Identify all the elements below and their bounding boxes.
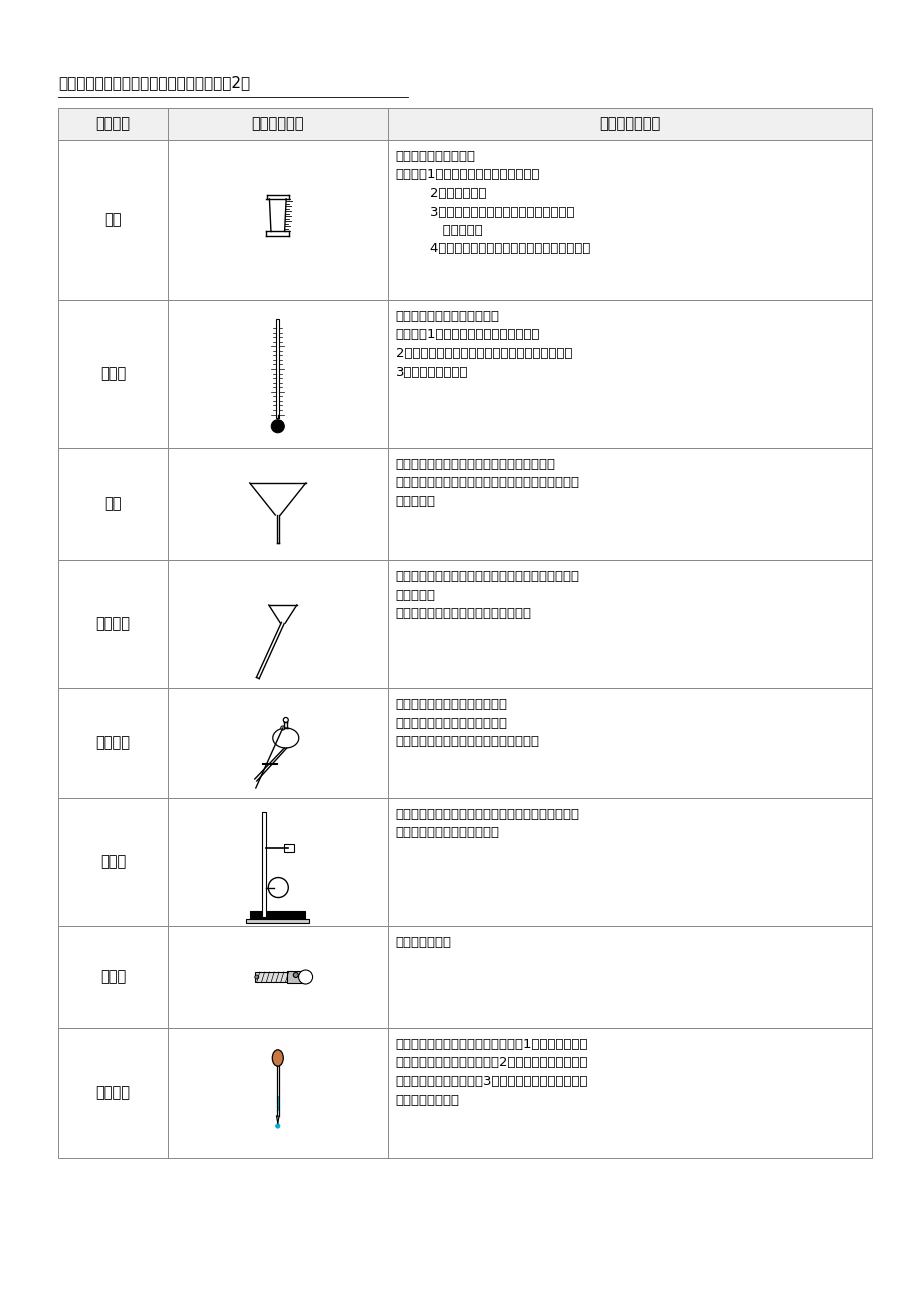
Text: 铁架台: 铁架台 xyxy=(99,854,126,870)
Bar xyxy=(58,299,871,448)
Text: 用于夹持和固定各种仪器。附有铁圈和铁夹，铁夹内
衬有绒布或橡皮，松紧适度。: 用于夹持和固定各种仪器。附有铁圈和铁夹，铁夹内 衬有绒布或橡皮，松紧适度。 xyxy=(395,809,579,840)
Text: 用于称量液体的体积。
【注意】1：使用时注意量程和分度值。
        2：仰小俯大。
        3：水平放置，读数时视线应与凹液面最
       : 用于称量液体的体积。 【注意】1：使用时注意量程和分度值。 2：仰小俯大。 3：… xyxy=(395,150,589,255)
Bar xyxy=(58,1029,871,1157)
Bar xyxy=(58,926,871,1029)
Bar xyxy=(58,560,871,687)
Circle shape xyxy=(271,419,284,432)
Circle shape xyxy=(276,1124,279,1129)
Circle shape xyxy=(293,973,298,978)
Text: 量筒: 量筒 xyxy=(104,212,121,228)
Text: 分液漏斗: 分液漏斗 xyxy=(96,736,130,750)
Bar xyxy=(58,687,871,798)
Text: 用于装置反应器的漏斗。具有添加液体方便，能防止
气体逸出。
【注意】使用时末端应插入液面以下。: 用于装置反应器的漏斗。具有添加液体方便，能防止 气体逸出。 【注意】使用时末端应… xyxy=(395,570,579,620)
Bar xyxy=(284,844,294,852)
Text: 仪器名称: 仪器名称 xyxy=(96,116,130,132)
Text: 长颈漏斗: 长颈漏斗 xyxy=(96,617,130,631)
Bar xyxy=(58,141,871,299)
Bar xyxy=(58,448,871,560)
Bar xyxy=(262,811,266,917)
Text: 胶头滴管: 胶头滴管 xyxy=(96,1086,130,1100)
Text: 用途及注意事项: 用途及注意事项 xyxy=(598,116,660,132)
Bar xyxy=(246,919,309,923)
Circle shape xyxy=(283,717,288,723)
FancyBboxPatch shape xyxy=(255,973,289,982)
Text: 漏斗: 漏斗 xyxy=(104,496,121,512)
Ellipse shape xyxy=(273,728,299,749)
Text: 用于滴加或吸取少量液体。【注意】1：吸取液体时先
排净空气。不可平放和倒置。2：滴入时，悬空竖直在
容器正上方，不能伸入。3：用完后应放在滴瓶内，应
用清水冲洗: 用于滴加或吸取少量液体。【注意】1：吸取液体时先 排净空气。不可平放和倒置。2：… xyxy=(395,1038,587,1107)
Bar xyxy=(58,108,871,141)
Text: 形状（简图）: 形状（简图） xyxy=(251,116,303,132)
FancyBboxPatch shape xyxy=(287,971,304,983)
Bar xyxy=(276,319,279,418)
Circle shape xyxy=(299,970,312,984)
Text: 用于夹持试管。: 用于夹持试管。 xyxy=(395,936,451,949)
Text: 试管夹: 试管夹 xyxy=(99,970,126,984)
Bar xyxy=(250,910,305,919)
Text: 用于分离和萃取不相容的液体。
【注意】活塞能控制气体逸出。
不需要把分液漏斗的末端插入液面以下。: 用于分离和萃取不相容的液体。 【注意】活塞能控制气体逸出。 不需要把分液漏斗的末… xyxy=(395,698,539,749)
Text: 用于测量液体或气体的温度。
【注意】1：注意选择好量程和分度值。
2：应在液体中读数。读数时视线应与示数水平。
3：不能用于搅拌。: 用于测量液体或气体的温度。 【注意】1：注意选择好量程和分度值。 2：应在液体中… xyxy=(395,310,572,379)
Text: 温度计: 温度计 xyxy=(99,366,126,381)
Bar xyxy=(58,798,871,926)
Text: 用于过滤和向小口径容器内注入液体的仪器。
【注意】不能加热，使用时应与滤纸相匹配。（详见
其他章节）: 用于过滤和向小口径容器内注入液体的仪器。 【注意】不能加热，使用时应与滤纸相匹配… xyxy=(395,458,579,508)
Circle shape xyxy=(255,975,258,979)
Text: 初中化学实验常用仪器、用途及注意事项（2）: 初中化学实验常用仪器、用途及注意事项（2） xyxy=(58,76,250,90)
Circle shape xyxy=(280,727,285,730)
Ellipse shape xyxy=(272,1049,283,1066)
Bar xyxy=(277,1096,278,1111)
